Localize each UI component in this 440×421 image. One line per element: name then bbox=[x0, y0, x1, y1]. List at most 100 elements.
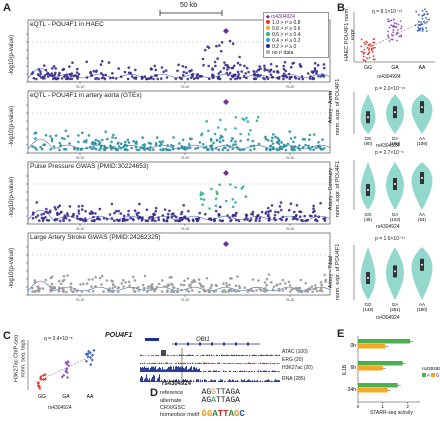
snp-point bbox=[137, 148, 141, 152]
snp-point bbox=[52, 65, 56, 68]
snp-point bbox=[69, 285, 73, 289]
snp-point bbox=[310, 214, 313, 218]
snp-point bbox=[228, 283, 231, 287]
snp-point bbox=[92, 215, 95, 219]
snp-point bbox=[217, 148, 221, 152]
snp-point bbox=[44, 216, 47, 219]
snp-point bbox=[60, 77, 64, 80]
snp-point bbox=[234, 143, 238, 146]
track-title-haec: eQTL - POU4F1 in HAEC bbox=[30, 21, 104, 28]
snp-point bbox=[51, 67, 54, 70]
coverage-bar bbox=[244, 370, 245, 372]
violin-median bbox=[421, 106, 423, 109]
snp-point bbox=[161, 214, 165, 217]
coverage-bar bbox=[264, 355, 265, 356]
snp-point bbox=[231, 42, 235, 45]
coverage-bar bbox=[192, 354, 193, 356]
legend-item: 0.8 > r² ≥ 0.6 bbox=[266, 26, 326, 32]
coverage-bar bbox=[270, 381, 271, 382]
snp-point bbox=[268, 70, 271, 73]
haec-point bbox=[417, 13, 420, 16]
snp-point bbox=[235, 218, 238, 222]
snp-point bbox=[298, 215, 302, 218]
coverage-bar bbox=[195, 363, 196, 364]
coverage-bar bbox=[191, 380, 192, 382]
snp-point bbox=[249, 128, 252, 132]
snp-point bbox=[258, 219, 261, 222]
snp-point bbox=[114, 136, 117, 140]
haec-point bbox=[418, 28, 421, 31]
coverage-bar bbox=[201, 371, 202, 372]
snp-point bbox=[113, 285, 117, 289]
haec-point bbox=[421, 10, 424, 12]
snp-point bbox=[214, 204, 218, 207]
snp-point bbox=[174, 219, 177, 223]
snp-point bbox=[129, 71, 132, 75]
snp-point bbox=[284, 287, 288, 291]
snp-point bbox=[135, 140, 138, 143]
coverage-bar bbox=[227, 354, 228, 356]
coverage-bar bbox=[230, 380, 231, 382]
coverage-bar bbox=[204, 362, 205, 364]
track-atac: ATAC (100) bbox=[282, 349, 308, 355]
snp-point bbox=[127, 213, 130, 216]
snp-point bbox=[296, 146, 300, 150]
snp-point bbox=[215, 190, 218, 194]
snp-point bbox=[244, 72, 247, 75]
starr-xlabel: STARR-seq activity bbox=[370, 410, 413, 416]
coverage-bar bbox=[245, 355, 246, 356]
snp-point bbox=[65, 73, 69, 77]
snp-point bbox=[70, 72, 74, 75]
snp-point bbox=[216, 192, 219, 196]
coverage-bar bbox=[279, 380, 280, 382]
violin-count-label: (188) bbox=[390, 141, 401, 146]
coverage-bar bbox=[151, 355, 152, 356]
snp-point bbox=[105, 279, 109, 282]
coverage-bar bbox=[160, 368, 161, 372]
coverage-bar bbox=[267, 379, 268, 382]
tibial-ylabel: Artery - Tibial norm. expr. of POU4F1 bbox=[328, 243, 341, 301]
snp-point bbox=[207, 46, 211, 49]
coverage-bar bbox=[158, 363, 159, 364]
coverage-bar bbox=[177, 381, 178, 382]
coverage-bar bbox=[158, 377, 159, 382]
coverage-bar bbox=[161, 362, 162, 364]
chip-point bbox=[39, 376, 43, 380]
snp-point bbox=[282, 67, 286, 71]
snp-point bbox=[147, 141, 151, 145]
snp-point bbox=[226, 65, 230, 69]
haec-point bbox=[388, 40, 391, 42]
snp-point bbox=[227, 290, 230, 293]
coverage-bar bbox=[248, 362, 249, 364]
snp-point bbox=[214, 209, 218, 213]
coverage-bar bbox=[170, 366, 171, 372]
snp-point bbox=[236, 275, 239, 278]
coverage-bar bbox=[165, 350, 166, 356]
snp-point bbox=[259, 289, 263, 292]
coverage-bar bbox=[253, 381, 254, 382]
coverage-bar bbox=[213, 355, 214, 356]
coverage-bar bbox=[155, 355, 156, 356]
coverage-bar bbox=[266, 370, 267, 372]
snp-point bbox=[234, 73, 237, 77]
snp-point bbox=[185, 289, 189, 292]
coverage-bar bbox=[275, 370, 276, 372]
snp-point bbox=[41, 219, 45, 222]
coverage-bar bbox=[186, 355, 187, 356]
snp-point bbox=[46, 72, 49, 76]
haec-point bbox=[396, 39, 398, 42]
coverage-bar bbox=[268, 355, 269, 356]
coverage-bar bbox=[148, 380, 149, 382]
haec-point bbox=[387, 20, 390, 23]
violin-median bbox=[421, 177, 423, 179]
snp-point bbox=[291, 147, 294, 151]
snp-point bbox=[50, 139, 54, 143]
snp-point bbox=[307, 288, 311, 292]
haec-point bbox=[366, 57, 368, 60]
coverage-bar bbox=[252, 355, 253, 356]
snp-point bbox=[158, 144, 162, 147]
snp-point bbox=[184, 65, 188, 69]
snp-point bbox=[281, 289, 285, 292]
snp-point bbox=[234, 201, 237, 204]
haec-point bbox=[400, 35, 403, 38]
